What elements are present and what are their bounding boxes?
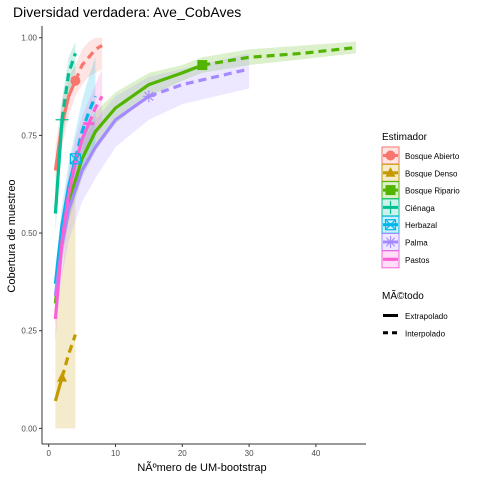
x-tick-label: 30 — [245, 449, 254, 458]
line-herbazal-dashed — [73, 95, 97, 160]
method-item-extrapolado: Extrapolado — [383, 312, 448, 321]
legend-marker — [384, 236, 397, 248]
legend-item-bosque-abierto: Bosque Abierto — [381, 146, 460, 165]
line-pastos-solid — [53, 123, 91, 320]
legend-marker — [384, 200, 397, 214]
x-tick-label: 20 — [178, 449, 187, 458]
line-bosque-abierto-dashed — [73, 44, 103, 82]
plot-area — [53, 37, 357, 429]
legend-item-herbazal: Herbazal — [381, 215, 437, 234]
band-bosque-denso — [55, 186, 76, 429]
x-tick-label: 10 — [111, 449, 120, 458]
legend-label: Pastos — [405, 256, 429, 265]
method-label: Extrapolado — [405, 312, 448, 321]
y-tick-label: 0.25 — [21, 327, 37, 336]
legend-label: Ciénaga — [405, 204, 435, 213]
x-tick-label: 0 — [46, 449, 51, 458]
legend-label: Bosque Abierto — [405, 152, 460, 161]
band-pastos — [55, 69, 103, 343]
point-palma — [142, 90, 155, 103]
legend-marker — [385, 150, 396, 161]
method-label: Interpolado — [405, 329, 446, 338]
point-bosque-abierto — [70, 75, 81, 86]
point-cienaga — [55, 113, 69, 127]
legend-item-cienaga: Ciénaga — [381, 198, 435, 217]
legend-marker — [385, 167, 396, 177]
y-tick-label: 0.75 — [21, 131, 37, 140]
legend-item-pastos: Pastos — [381, 250, 429, 269]
legend-item-bosque-ripario: Bosque Ripario — [381, 181, 460, 200]
axes: 0 10 20 30 40 0.00 0.25 0.50 0.75 1.00 — [21, 26, 366, 458]
point-bosque-ripario — [197, 60, 208, 71]
line-pastos-dashed — [87, 95, 104, 125]
y-axis-title: Cobertura de muestreo — [6, 179, 18, 292]
legend-marker — [385, 185, 396, 196]
method-item-interpolado: Interpolado — [383, 329, 446, 338]
legend-label: Bosque Denso — [405, 169, 458, 178]
y-tick-label: 1.00 — [21, 34, 37, 43]
legend-item-palma: Palma — [381, 233, 428, 251]
legend-label: Palma — [405, 239, 428, 248]
method-legend-title: MÃ©todo — [382, 289, 424, 302]
chart-title: Diversidad verdadera: Ave_CobAves — [13, 4, 241, 20]
y-tick-label: 0.00 — [21, 424, 37, 433]
line-cienaga-solid — [53, 119, 64, 214]
line-cienaga-dashed — [60, 52, 77, 121]
x-axis-title: NÃºmero de UM-bootstrap — [137, 461, 266, 474]
legend-marker — [384, 219, 397, 231]
x-tick-label: 40 — [311, 449, 320, 458]
point-herbazal — [69, 153, 82, 165]
legend-estimador: Estimador Bosque Abierto Bosque Denso Bosq… — [381, 132, 460, 269]
legend-label: Herbazal — [405, 221, 437, 230]
legend-metodo: MÃ©todo Extrapolado Interpolado — [382, 289, 448, 338]
point-bosque-denso — [57, 371, 68, 382]
line-palma-dashed — [148, 67, 250, 98]
legend-item-bosque-denso: Bosque Denso — [381, 163, 458, 182]
y-tick-label: 0.50 — [21, 229, 37, 238]
legend-label: Bosque Ripario — [405, 187, 460, 196]
legend-title: Estimador — [382, 132, 428, 143]
